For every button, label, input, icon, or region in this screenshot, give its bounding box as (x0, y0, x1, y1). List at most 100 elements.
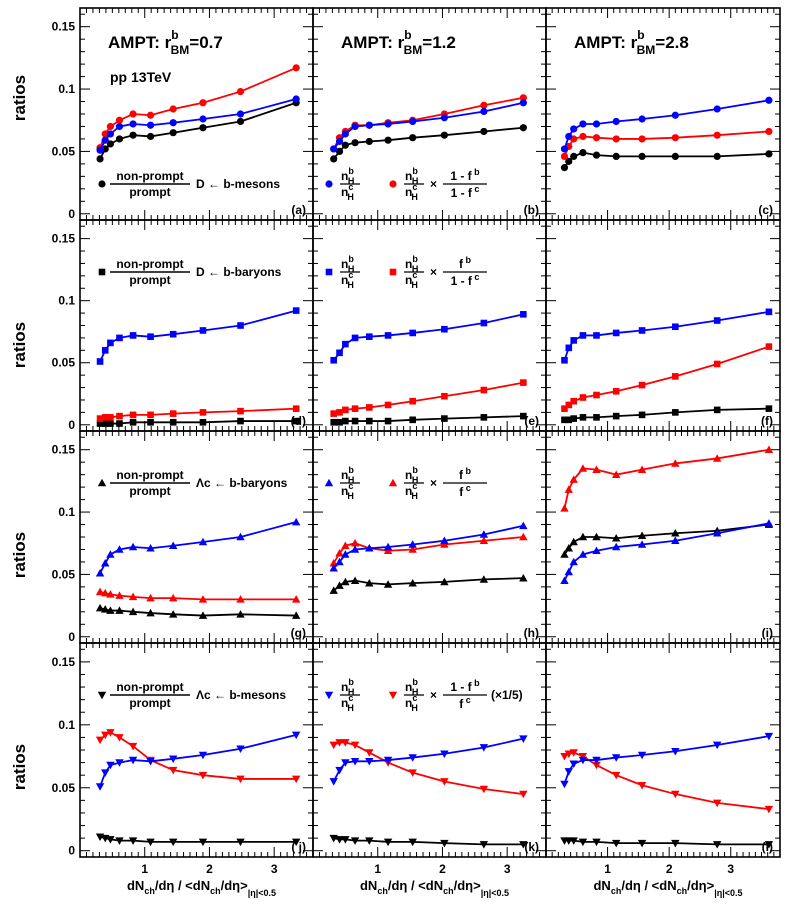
title-superscript: b (637, 28, 644, 42)
symbol-base: n (405, 185, 412, 199)
data-point-blue (96, 358, 104, 365)
data-point-black (292, 417, 300, 425)
scale-note: (×1/5) (491, 688, 523, 702)
data-point-blue (169, 541, 178, 550)
title-superscript: b (171, 28, 178, 42)
data-point-black (612, 839, 621, 848)
data-point-red (592, 761, 601, 770)
legend-marker-blue (324, 478, 334, 487)
data-point-blue (146, 121, 155, 129)
data-point-black (612, 152, 620, 160)
data-point-red (335, 549, 344, 557)
data-point-red (169, 593, 178, 602)
data-point-black (129, 131, 137, 139)
y-tick-label: 0.05 (52, 781, 76, 795)
data-point-blue (579, 332, 587, 339)
data-point-black (237, 417, 244, 425)
data-point-black (638, 152, 646, 160)
data-point-black (671, 839, 680, 848)
data-point-blue (592, 120, 601, 128)
data-point-blue (440, 750, 449, 758)
data-point-red (236, 595, 245, 603)
symbol-base: n (405, 468, 412, 482)
data-point-black (350, 837, 360, 845)
data-point-blue (671, 747, 680, 756)
factor-superscript: b (472, 678, 481, 688)
data-point-blue (764, 519, 774, 527)
data-point-black (592, 151, 601, 159)
data-point-red (612, 470, 621, 478)
data-point-red (637, 465, 647, 473)
data-point-black (330, 155, 338, 163)
legend-marker-red (389, 180, 397, 188)
data-point-black (637, 839, 647, 848)
data-point-blue (101, 136, 109, 144)
symbol-superscript: b (348, 677, 354, 687)
symbol-subscript: H (348, 176, 355, 186)
series-line-blue (99, 521, 297, 574)
data-point-red (408, 545, 417, 553)
data-point-red (329, 741, 338, 750)
data-point-red (520, 379, 527, 386)
data-point-blue (335, 557, 344, 566)
x-tick-label: 2 (206, 862, 213, 876)
data-point-blue (341, 130, 349, 138)
factor-denominator: 1 - f c (451, 272, 480, 288)
series-line-red (99, 67, 297, 148)
legend-colored-row-2: nb Hnc Hnb Hnc H×f bf c (324, 465, 487, 501)
x-label-part: /dη / <dN (621, 878, 676, 893)
data-point-blue (198, 537, 208, 546)
title-subscript: BM (637, 43, 656, 57)
data-point-black (569, 537, 578, 546)
data-point-blue (671, 111, 679, 119)
data-point-blue (440, 536, 449, 545)
data-point-blue (479, 530, 489, 538)
data-point-black (341, 141, 349, 149)
symbol-superscript: c (348, 270, 353, 280)
data-point-blue (330, 356, 338, 364)
series-line-blue (99, 734, 297, 787)
y-tick-label: 0.1 (58, 505, 75, 519)
data-point-red (764, 805, 774, 814)
data-point-blue (578, 550, 588, 558)
panel-label: (i) (762, 626, 773, 640)
legend-marker-blue (325, 268, 333, 276)
data-point-red (292, 64, 300, 72)
data-point-blue (96, 146, 104, 154)
data-point-red (565, 401, 573, 409)
data-point-blue (564, 768, 573, 776)
legend-fraction-denominator: prompt (129, 696, 170, 710)
data-point-black (115, 135, 124, 143)
legend-marker-blue (324, 691, 334, 700)
symbol-subscript: H (348, 687, 355, 697)
factor-superscript: b (463, 255, 472, 265)
data-point-red (350, 539, 360, 547)
data-point-black (236, 610, 245, 618)
data-point-black (146, 838, 155, 847)
factor-denominator: f c (459, 695, 471, 711)
data-point-blue (570, 337, 578, 344)
legend-colored-row-0: nb Hnc Hnb Hnc H×1 - f b1 - f c (325, 166, 487, 202)
data-point-blue (519, 735, 528, 743)
data-point-black (336, 419, 343, 426)
data-point-red (440, 778, 449, 786)
data-point-black (236, 117, 245, 126)
data-point-blue (330, 145, 338, 153)
legend-black-row-2: non-prompt prompt Λc ← b-baryons (97, 468, 288, 498)
data-point-black (570, 415, 578, 422)
title-subscript: BM (171, 43, 190, 57)
panel-frame (79, 219, 314, 432)
y-tick-label: 0.15 (52, 232, 76, 246)
data-point-blue (612, 117, 620, 126)
symbol-superscript: c (412, 182, 417, 192)
data-point-black (291, 838, 301, 847)
data-point-blue (350, 758, 360, 766)
data-point-black (519, 841, 528, 849)
data-point-black (579, 149, 587, 157)
symbol-superscript: b (348, 465, 354, 475)
symbol-base: n (405, 273, 412, 287)
symbol-base: n (405, 169, 412, 183)
data-point-blue (106, 130, 115, 138)
